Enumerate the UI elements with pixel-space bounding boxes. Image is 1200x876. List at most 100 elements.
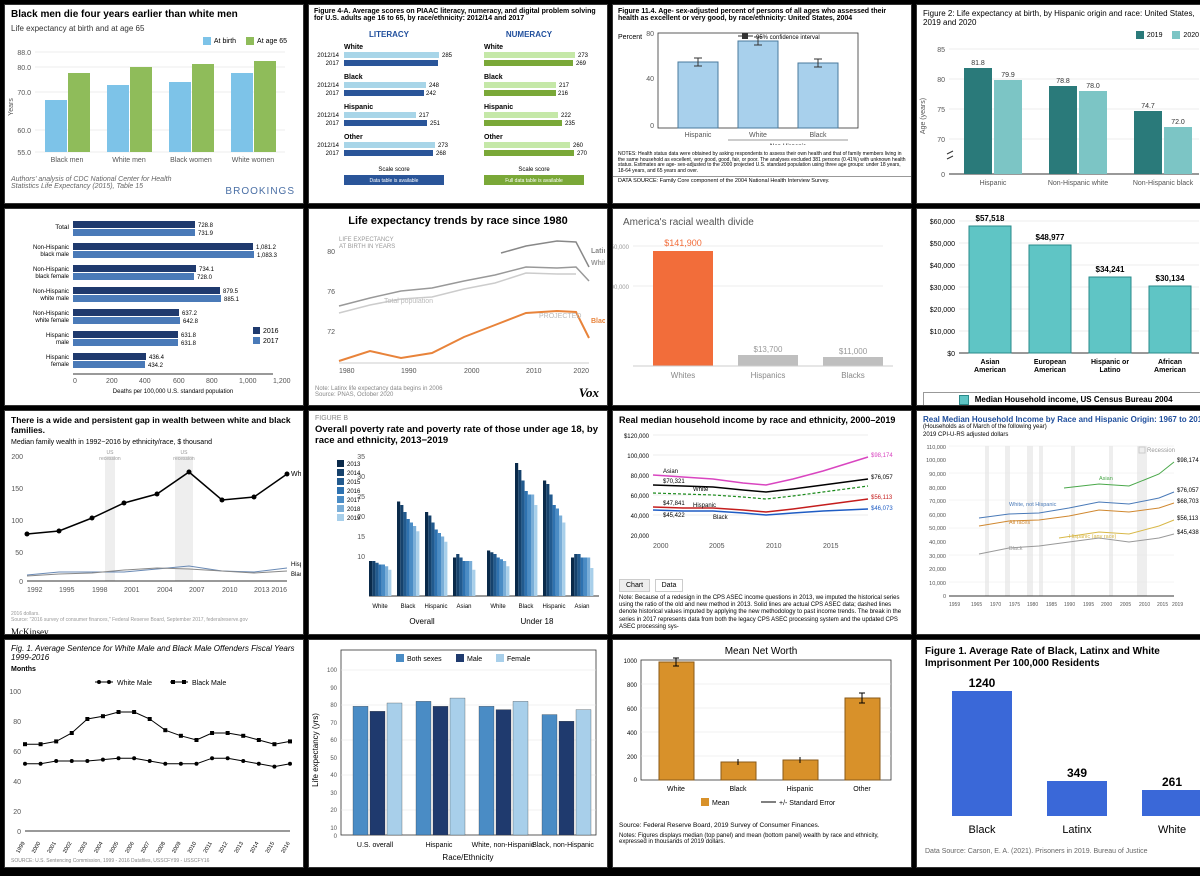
svg-text:79.9: 79.9	[1001, 72, 1015, 79]
chart-tab[interactable]: Chart	[619, 579, 650, 592]
svg-text:70.0: 70.0	[17, 90, 31, 97]
svg-text:Other: Other	[484, 134, 503, 141]
svg-text:90: 90	[330, 686, 337, 692]
svg-text:LITERACY: LITERACY	[369, 30, 410, 39]
svg-text:2011: 2011	[203, 841, 214, 853]
svg-text:216: 216	[558, 91, 569, 97]
svg-text:273: 273	[438, 143, 449, 149]
svg-text:1992: 1992	[27, 587, 43, 594]
bar-chart: 150,000 100,000 $141,900 $13,700 $11,000…	[613, 236, 909, 396]
panel-title: Figure 11.4. Age- sex-adjusted percent o…	[613, 5, 911, 25]
svg-text:800: 800	[627, 683, 638, 689]
svg-text:female: female	[51, 362, 70, 368]
svg-text:2000: 2000	[464, 368, 480, 375]
svg-text:$120,000: $120,000	[624, 434, 650, 440]
svg-text:2012/14: 2012/14	[317, 83, 339, 89]
svg-text:Overall: Overall	[409, 617, 435, 626]
svg-text:95% confidence interval: 95% confidence interval	[756, 35, 820, 41]
svg-text:60: 60	[330, 738, 337, 744]
svg-text:268: 268	[436, 151, 447, 157]
svg-text:Hispanic: Hispanic	[980, 180, 1007, 187]
svg-text:Black: Black	[713, 515, 729, 521]
svg-text:40,000: 40,000	[631, 514, 650, 520]
svg-text:2020: 2020	[573, 368, 589, 375]
svg-text:Black: Black	[344, 74, 363, 81]
svg-text:White: White	[344, 44, 363, 51]
svg-text:70: 70	[330, 721, 337, 727]
svg-text:1,200: 1,200	[273, 378, 291, 385]
svg-text:20: 20	[357, 514, 365, 521]
svg-text:Scale score: Scale score	[378, 167, 410, 173]
svg-text:2012/14: 2012/14	[317, 113, 339, 119]
svg-text:2010: 2010	[187, 841, 198, 853]
source: SOURCE: U.S. Sentencing Commission, 1999…	[5, 858, 303, 864]
svg-text:434.2: 434.2	[148, 363, 164, 369]
svg-text:white female: white female	[34, 318, 69, 324]
panel-imprisonment-rate: Figure 1. Average Rate of Black, Latinx …	[916, 639, 1200, 868]
panel-title: Figure 1. Average Rate of Black, Latinx …	[917, 640, 1200, 676]
ylabel: Months	[5, 666, 303, 673]
svg-text:2010: 2010	[766, 543, 782, 550]
svg-text:20: 20	[13, 809, 21, 816]
panel-life-exp-grouped: Both sexes Male Female 10090807060504030…	[308, 639, 608, 868]
svg-text:$68,703: $68,703	[1177, 499, 1199, 505]
svg-text:Hispanic: Hispanic	[344, 104, 373, 111]
svg-text:2002: 2002	[62, 841, 73, 853]
svg-text:Asian: Asian	[663, 469, 678, 475]
svg-text:Hispanics: Hispanics	[751, 371, 786, 380]
panel-real-median-income: Real median household income by race and…	[612, 410, 912, 635]
svg-text:217: 217	[559, 83, 570, 89]
svg-text:2016: 2016	[280, 841, 291, 853]
panel-brookings-life-exp: Black men die four years earlier than wh…	[4, 4, 304, 204]
svg-text:10,000: 10,000	[929, 581, 946, 587]
svg-text:+/- Standard Error: +/- Standard Error	[779, 800, 836, 807]
svg-text:217: 217	[419, 113, 430, 119]
svg-text:2012/14: 2012/14	[317, 53, 339, 59]
svg-text:Black: Black	[519, 604, 535, 610]
svg-text:Deaths per 100,000 U.S. standa: Deaths per 100,000 U.S. standard populat…	[113, 389, 233, 395]
svg-text:black male: black male	[40, 252, 69, 258]
svg-text:White Male: White Male	[117, 680, 152, 687]
svg-text:251: 251	[430, 121, 441, 127]
svg-text:Latinx: Latinx	[591, 248, 605, 255]
source: Source: Federal Reserve Board, 2019 Surv…	[613, 820, 911, 831]
svg-text:1965: 1965	[971, 602, 982, 608]
svg-text:72.0: 72.0	[1171, 119, 1185, 126]
svg-text:80: 80	[646, 31, 654, 38]
svg-text:Hispanic: Hispanic	[46, 355, 69, 361]
svg-text:269: 269	[576, 61, 587, 67]
svg-text:2012/14: 2012/14	[317, 143, 339, 149]
svg-text:60.0: 60.0	[17, 128, 31, 135]
svg-text:0: 0	[17, 829, 21, 836]
svg-text:Total population: Total population	[384, 298, 433, 305]
svg-text:Black: Black	[291, 572, 301, 578]
svg-text:Race/Ethnicity: Race/Ethnicity	[442, 853, 493, 862]
svg-text:1995: 1995	[1083, 602, 1094, 608]
svg-text:80,000: 80,000	[631, 474, 650, 480]
svg-text:2019: 2019	[1172, 602, 1183, 608]
grouped-bar-chart: 2013 2014 2015 2016 2017 2018 2019 35 30…	[309, 448, 605, 633]
data-tab[interactable]: Data	[655, 579, 684, 592]
svg-text:White men: White men	[112, 157, 146, 164]
svg-text:436.4: 436.4	[149, 355, 165, 361]
svg-text:2001: 2001	[47, 841, 58, 853]
svg-text:222: 222	[561, 113, 572, 119]
svg-text:242: 242	[426, 91, 437, 97]
svg-text:88.0: 88.0	[17, 50, 31, 57]
svg-text:734.1: 734.1	[199, 267, 215, 273]
svg-text:Black: Black	[401, 604, 417, 610]
svg-text:885.1: 885.1	[224, 297, 240, 303]
svg-text:0: 0	[943, 594, 946, 600]
svg-text:male: male	[56, 340, 70, 346]
svg-text:Black: Black	[809, 132, 827, 139]
svg-text:Hispanic: Hispanic	[291, 562, 301, 568]
svg-text:273: 273	[578, 53, 589, 59]
svg-text:Latinx: Latinx	[1062, 824, 1092, 836]
svg-text:800: 800	[206, 378, 218, 385]
svg-text:Non-Hispanic black: Non-Hispanic black	[1133, 180, 1194, 187]
svg-text:25: 25	[357, 494, 365, 501]
svg-text:Black women: Black women	[170, 157, 212, 164]
svg-text:White: White	[1158, 824, 1186, 836]
svg-text:Black: Black	[969, 824, 996, 836]
panel-title: There is a wide and persistent gap in we…	[5, 411, 303, 439]
